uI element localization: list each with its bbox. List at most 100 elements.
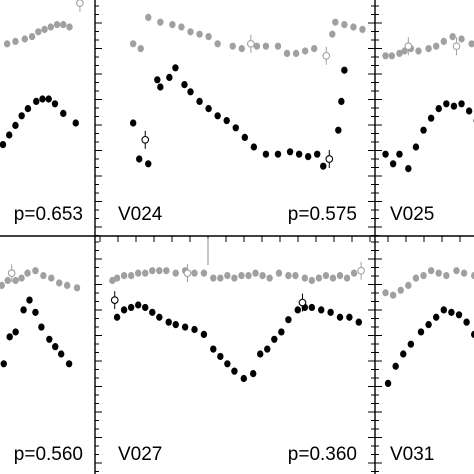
upper-point xyxy=(0,281,5,289)
lower-point xyxy=(38,323,45,331)
lower-point xyxy=(335,126,342,134)
lower-point xyxy=(417,328,425,336)
lower-point xyxy=(450,102,458,110)
panel-6: V031 xyxy=(382,267,474,465)
upper-point xyxy=(12,276,19,285)
upper-point xyxy=(425,45,432,53)
lower-point xyxy=(20,306,27,314)
lower-point xyxy=(136,155,143,163)
lower-point xyxy=(318,306,325,314)
lower-point xyxy=(60,109,67,117)
upper-point xyxy=(343,274,351,282)
upper-point xyxy=(453,267,460,275)
upper-point xyxy=(48,274,55,282)
upper-point xyxy=(266,274,273,282)
upper-point xyxy=(332,18,339,26)
lower-point xyxy=(45,95,52,103)
lower-point xyxy=(165,318,172,326)
upper-point xyxy=(336,272,344,280)
lower-point xyxy=(72,119,79,127)
upper-point xyxy=(285,272,292,280)
upper-point xyxy=(200,269,208,277)
lower-point xyxy=(336,313,344,321)
lower-point xyxy=(166,73,173,81)
upper-point xyxy=(433,42,440,50)
lower-point xyxy=(214,112,221,120)
lower-point xyxy=(407,340,415,348)
lower-point xyxy=(278,328,285,336)
lower-point xyxy=(181,323,189,331)
upper-point xyxy=(308,276,316,285)
upper-point xyxy=(73,284,81,292)
upper-point xyxy=(60,21,67,29)
upper-point xyxy=(412,274,420,282)
upper-point xyxy=(458,35,465,43)
upper-point xyxy=(396,49,403,58)
lower-open-point xyxy=(298,298,307,307)
upper-point xyxy=(329,30,336,38)
upper-point xyxy=(24,269,31,277)
lower-point xyxy=(113,313,121,321)
upper-point xyxy=(217,274,224,282)
lower-point xyxy=(135,301,142,309)
lower-point xyxy=(205,105,212,113)
upper-point xyxy=(471,272,474,280)
upper-point xyxy=(388,52,396,60)
lower-point xyxy=(32,308,39,316)
upper-point xyxy=(292,49,300,58)
lower-point xyxy=(12,328,19,336)
lower-point xyxy=(187,88,194,96)
lower-point xyxy=(285,316,292,324)
lower-point xyxy=(0,141,7,149)
star-id-label: V025 xyxy=(390,204,434,225)
upper-point xyxy=(129,40,137,48)
lower-point xyxy=(440,306,447,314)
lower-point xyxy=(389,160,397,168)
upper-point xyxy=(205,33,212,41)
upper-point xyxy=(405,281,412,289)
upper-point xyxy=(53,21,61,29)
lower-point xyxy=(271,335,278,343)
upper-point xyxy=(415,47,422,55)
upper-point xyxy=(350,23,357,31)
lower-point xyxy=(400,350,407,358)
lower-point xyxy=(465,107,473,115)
upper-point xyxy=(191,269,198,277)
upper-point xyxy=(172,269,179,277)
lower-point xyxy=(308,303,316,312)
lower-point xyxy=(52,343,59,351)
lower-point xyxy=(304,153,312,161)
upper-point xyxy=(142,269,149,277)
upper-point xyxy=(3,40,11,48)
panel-3: V025 xyxy=(382,33,474,225)
upper-open-point xyxy=(246,39,255,48)
upper-point xyxy=(229,42,236,50)
upper-point xyxy=(350,269,358,277)
lower-point xyxy=(241,133,249,141)
upper-point xyxy=(196,30,203,38)
lower-point xyxy=(172,64,179,72)
lower-point xyxy=(46,335,53,343)
lower-point xyxy=(249,370,257,378)
lower-point xyxy=(39,95,46,103)
lower-point xyxy=(463,318,470,326)
lower-open-point xyxy=(325,155,334,163)
upper-point xyxy=(322,272,330,280)
upper-point xyxy=(262,42,270,50)
upper-open-point xyxy=(76,0,84,7)
upper-point xyxy=(135,269,142,277)
lower-point xyxy=(154,76,161,84)
lower-point xyxy=(58,350,65,358)
upper-point xyxy=(341,21,348,29)
upper-point xyxy=(275,269,283,277)
lower-point xyxy=(120,306,128,314)
lower-point xyxy=(223,117,230,125)
lower-point xyxy=(250,143,258,151)
upper-point xyxy=(253,42,261,50)
lower-point xyxy=(33,97,40,105)
upper-point xyxy=(137,45,144,53)
upper-point xyxy=(224,272,231,280)
lower-point xyxy=(435,105,442,113)
upper-point xyxy=(245,272,252,280)
